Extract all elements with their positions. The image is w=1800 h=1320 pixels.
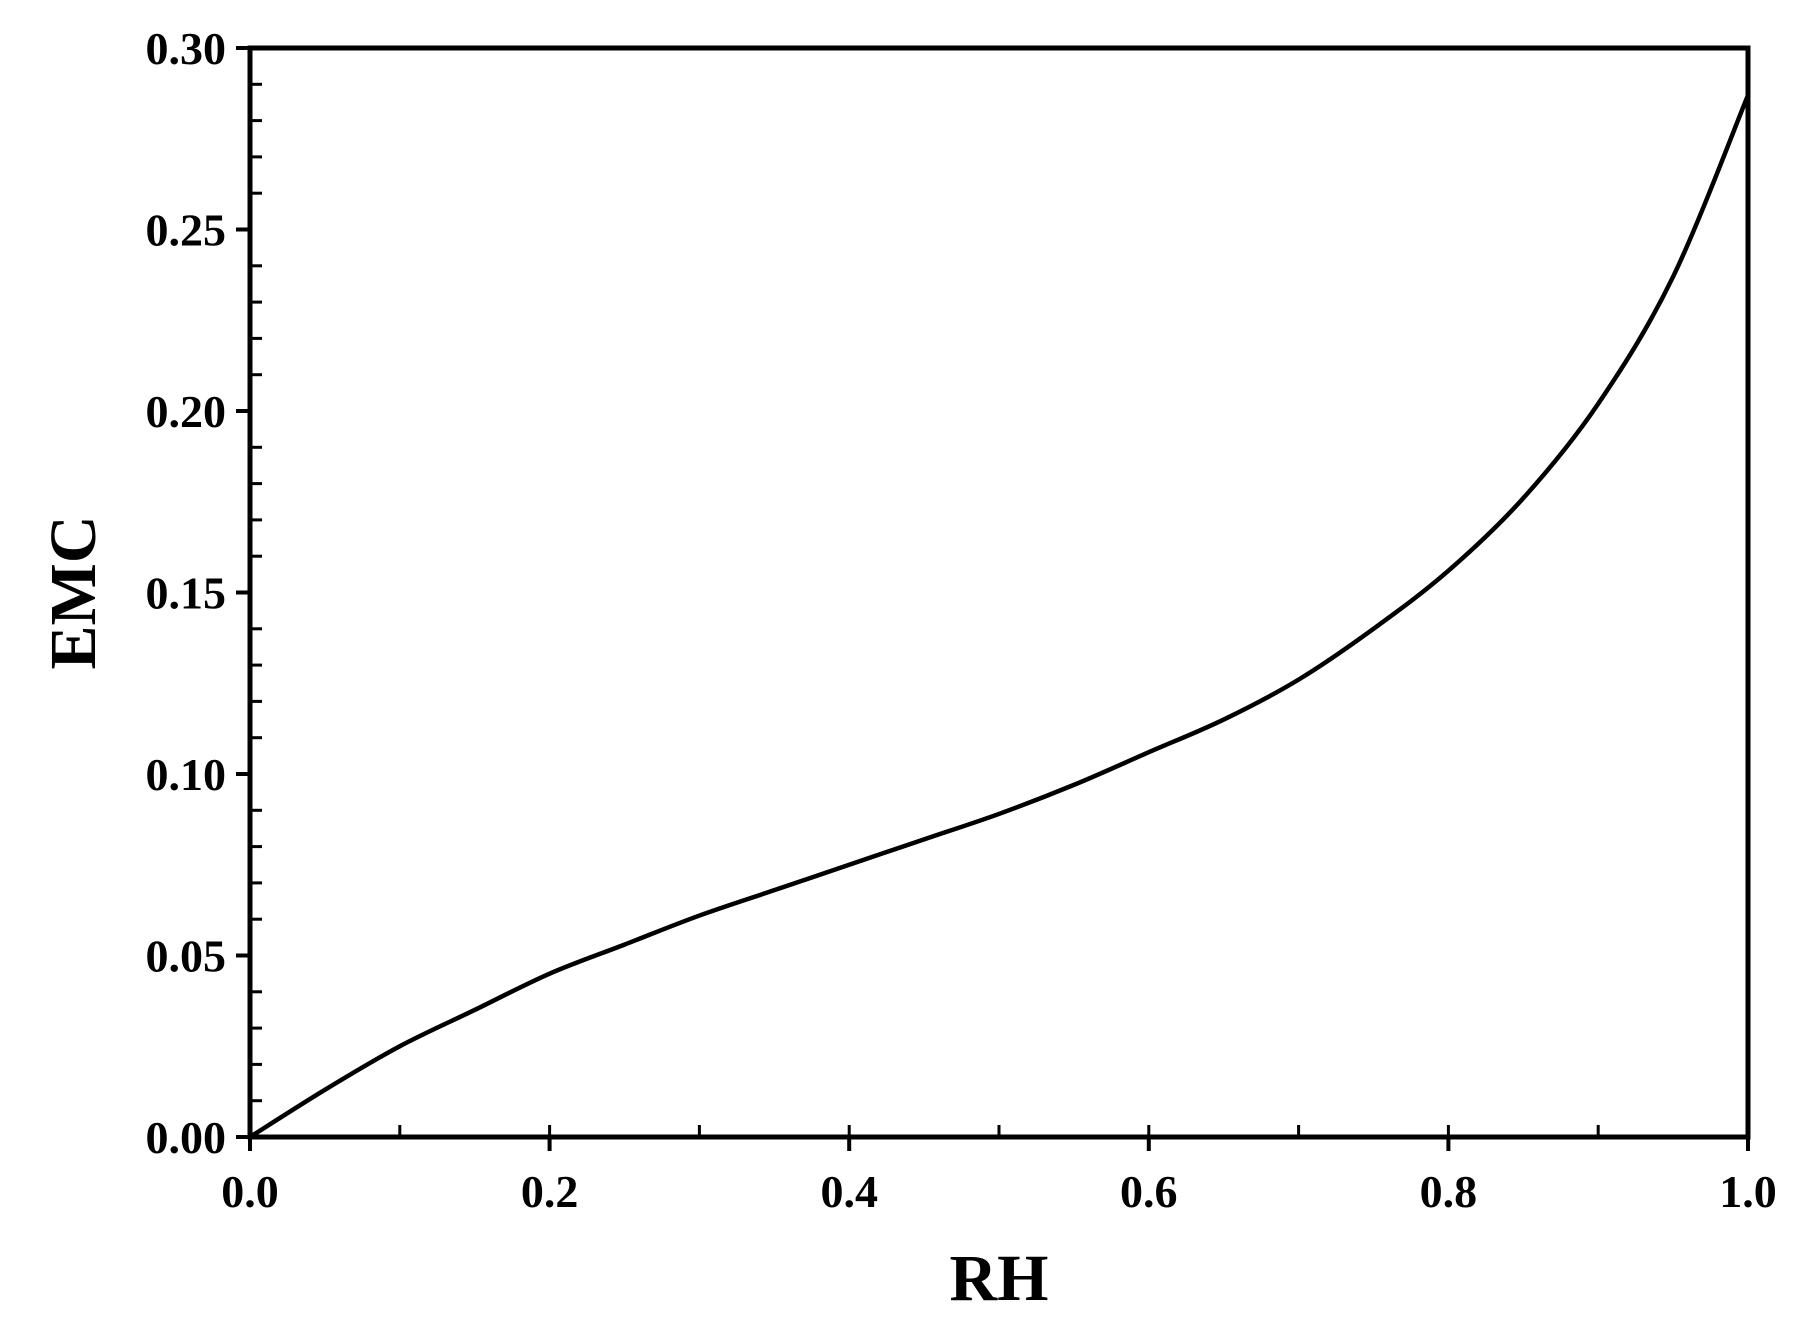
y-tick-label: 0.10 xyxy=(146,749,227,800)
y-tick-label: 0.20 xyxy=(146,386,227,437)
plot-frame xyxy=(247,45,1751,1140)
x-tick-label: 1.0 xyxy=(1719,1166,1777,1217)
y-axis-title: EMC xyxy=(37,516,110,670)
x-tick-labels: 0.0 0.2 0.4 0.6 0.8 1.0 xyxy=(221,1166,1777,1217)
x-tick-label: 0.2 xyxy=(521,1166,579,1217)
y-tick-label: 0.00 xyxy=(146,1112,227,1163)
y-tick-labels: 0.00 0.05 0.10 0.15 0.20 0.25 0.30 xyxy=(146,23,227,1163)
y-tick-label: 0.15 xyxy=(146,568,227,619)
series-layer xyxy=(247,92,1751,1140)
emc-curve xyxy=(247,92,1751,1140)
x-tick-label: 0.0 xyxy=(221,1166,279,1217)
x-axis-title: RH xyxy=(950,1242,1049,1315)
x-tick-label: 0.4 xyxy=(820,1166,878,1217)
x-tick-label: 0.8 xyxy=(1420,1166,1478,1217)
y-tick-label: 0.25 xyxy=(146,205,227,256)
y-tick-label: 0.30 xyxy=(146,23,227,74)
major-ticks xyxy=(236,46,1750,1151)
y-tick-label: 0.05 xyxy=(146,931,227,982)
x-tick-label: 0.6 xyxy=(1120,1166,1178,1217)
